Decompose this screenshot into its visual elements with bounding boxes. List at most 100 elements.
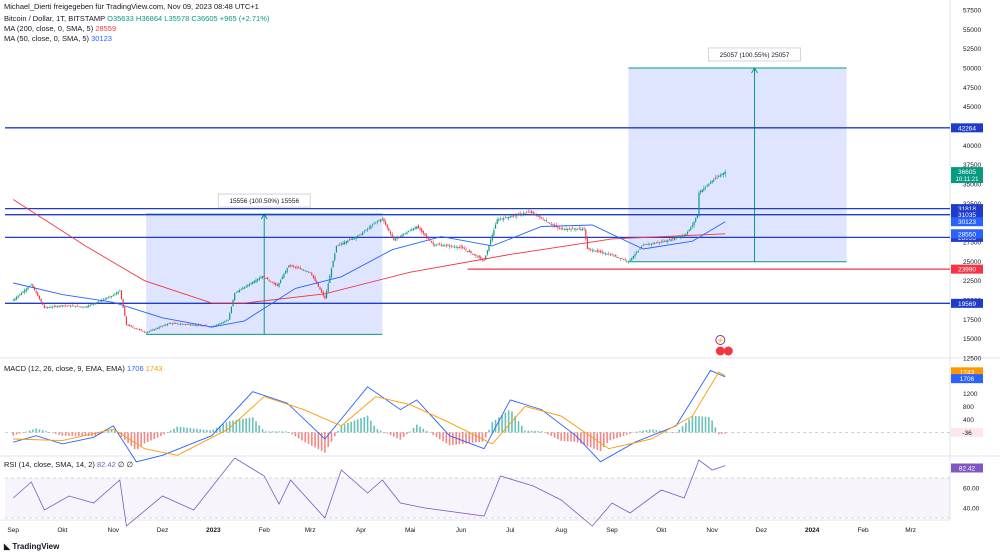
- macd-histogram-bar: [68, 432, 70, 436]
- ma50-legend[interactable]: MA (50, close, 0, SMA, 5) 30123: [4, 34, 112, 43]
- macd-histogram-bar: [560, 432, 562, 441]
- ma200-legend[interactable]: MA (200, close, 0, SMA, 5) 28559: [4, 24, 116, 33]
- candle-body: [521, 213, 523, 216]
- candle-body: [416, 226, 418, 229]
- rsi-label: RSI (14, close, SMA, 14, 2): [4, 460, 95, 469]
- price-tick: 55000: [963, 27, 981, 34]
- macd-histogram-bar: [435, 432, 438, 438]
- macd-histogram-bar: [248, 417, 251, 433]
- macd-histogram-bar: [238, 419, 241, 433]
- macd-histogram-bar: [251, 417, 254, 433]
- candle-body: [111, 296, 113, 297]
- macd-histogram-bar: [399, 432, 402, 440]
- open-value: O35633: [107, 14, 134, 23]
- candle-body: [299, 267, 301, 269]
- candle-body: [483, 259, 485, 261]
- candle-body: [394, 238, 397, 241]
- macd-histogram-bar: [593, 432, 595, 449]
- candle-body: [71, 305, 73, 307]
- candle-body: [534, 214, 536, 215]
- candle-body: [430, 241, 433, 243]
- measure-label-box: [217, 193, 311, 208]
- macd-histogram-bar: [429, 432, 431, 433]
- candle-body: [119, 290, 121, 292]
- candle-body: [670, 239, 672, 242]
- macd-histogram-bar: [402, 432, 405, 437]
- candle-body: [716, 177, 718, 179]
- macd-histogram-bar: [498, 417, 500, 433]
- macd-histogram-bar: [376, 429, 379, 433]
- candle-body: [339, 244, 341, 246]
- candle-body: [603, 253, 605, 254]
- macd-histogram-bar: [717, 432, 720, 435]
- candle-body: [455, 246, 457, 248]
- candle-body: [698, 192, 700, 216]
- macd-histogram-bar: [310, 432, 313, 446]
- candle-body: [201, 325, 203, 327]
- time-tick-2024: 2024: [805, 527, 820, 534]
- candle-body: [613, 255, 615, 257]
- candle-body: [508, 216, 510, 219]
- macd-histogram-bar: [406, 432, 408, 435]
- macd-histogram-bar: [222, 424, 225, 433]
- time-tick-Okt: Okt: [57, 527, 67, 534]
- candle-body: [63, 305, 65, 307]
- macd-histogram-bar: [258, 425, 261, 433]
- macd-histogram-bar: [409, 431, 412, 433]
- macd-histogram-bar: [78, 432, 80, 436]
- event-flag-icon: [715, 346, 725, 356]
- candle-body: [294, 266, 296, 268]
- candle-body: [281, 277, 283, 280]
- tradingview-logo[interactable]: ◣ TradingView: [4, 542, 59, 551]
- rsi-value-tag: 82.42: [959, 466, 976, 473]
- candle-body: [96, 302, 98, 304]
- macd-histogram-bar: [547, 432, 549, 435]
- macd-histogram-bar: [71, 432, 74, 436]
- candle-body: [165, 324, 167, 326]
- candle-body: [722, 172, 725, 175]
- macd-histogram-bar: [32, 429, 34, 433]
- candle-body: [271, 282, 274, 284]
- time-tick-Mrz: Mrz: [905, 527, 916, 534]
- candle-body: [611, 254, 613, 256]
- candle-body: [363, 231, 365, 233]
- macd-histogram-bar: [645, 430, 648, 433]
- macd-tick: 400: [963, 417, 974, 424]
- macd-histogram-bar: [183, 427, 185, 433]
- macd-histogram-bar: [153, 432, 156, 440]
- macd-histogram-bar: [202, 429, 205, 433]
- macd-histogram-bar: [573, 432, 576, 442]
- price-tag-0-bg: [951, 167, 983, 184]
- macd-histogram-bar: [612, 432, 615, 440]
- macd-histogram-bar: [18, 432, 21, 434]
- candle-body: [35, 291, 37, 294]
- candle-body: [335, 245, 338, 253]
- time-tick-Mrz: Mrz: [305, 527, 316, 534]
- candle-body: [88, 305, 90, 308]
- candle-body: [624, 259, 626, 261]
- measure-label-2: 25057 (100.55%) 25057: [720, 52, 790, 59]
- candle-body: [225, 320, 228, 322]
- macd-histogram-bar: [196, 428, 198, 433]
- ma50-value: 30123: [91, 34, 112, 43]
- macd-histogram-bar: [160, 432, 162, 437]
- macd-histogram-bar: [583, 432, 585, 445]
- candle-body: [550, 224, 552, 225]
- macd-histogram-bar: [616, 432, 618, 439]
- candle-body: [622, 259, 625, 261]
- price-tag-1-bg: [951, 217, 983, 227]
- candle-body: [265, 278, 267, 279]
- symbol-legend[interactable]: Bitcoin / Dollar, 1T, BITSTAMP O35633 H3…: [4, 14, 269, 23]
- macd-histogram-bar: [363, 416, 366, 433]
- macd-legend[interactable]: MACD (12, 26, close, 9, EMA, EMA) 1706 1…: [4, 364, 162, 373]
- macd-histogram-bar: [438, 432, 441, 440]
- macd-histogram-bar: [278, 431, 280, 433]
- candle-body: [109, 296, 111, 298]
- candle-body: [685, 234, 687, 236]
- macd-histogram-bar: [114, 430, 116, 433]
- close-value: C36605: [191, 14, 218, 23]
- price-tick: 22500: [963, 278, 981, 285]
- rsi-legend[interactable]: RSI (14, close, SMA, 14, 2) 82.42 ∅ ∅: [4, 460, 133, 469]
